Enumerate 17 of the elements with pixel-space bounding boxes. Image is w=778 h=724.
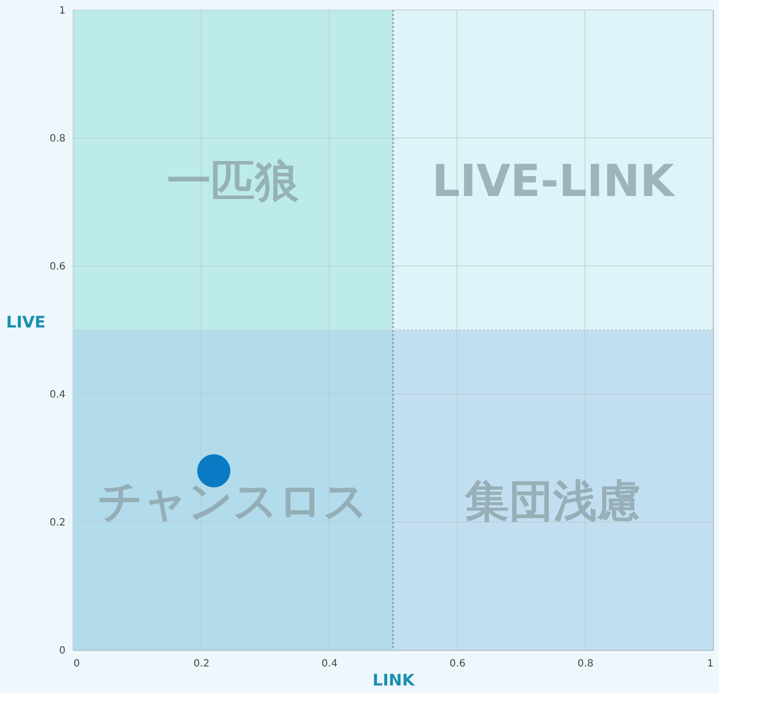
y-tick-label: 0.4: [50, 390, 66, 400]
y-tick-label: 0.6: [50, 262, 66, 272]
annotation: 一匹狼: [167, 156, 300, 207]
annotation: 集団浅慮: [464, 476, 641, 527]
x-tick-label: 0: [74, 658, 80, 670]
y-tick-label: 1: [59, 6, 66, 16]
x-tick-label: 0.6: [450, 658, 466, 670]
x-tick-label: 0.4: [322, 658, 338, 670]
y-axis-title: LIVE: [6, 312, 46, 332]
x-tick-label: 0.8: [578, 658, 594, 670]
annotation: LIVE-LINK: [432, 156, 676, 207]
x-tick-label: 1: [707, 658, 714, 670]
y-tick-label: 0.2: [50, 518, 66, 528]
x-axis-title: LINK: [372, 670, 416, 690]
y-tick-label: 0: [59, 646, 66, 656]
x-tick-label: 0.2: [194, 658, 210, 670]
y-tick-label: 0.8: [50, 134, 66, 144]
